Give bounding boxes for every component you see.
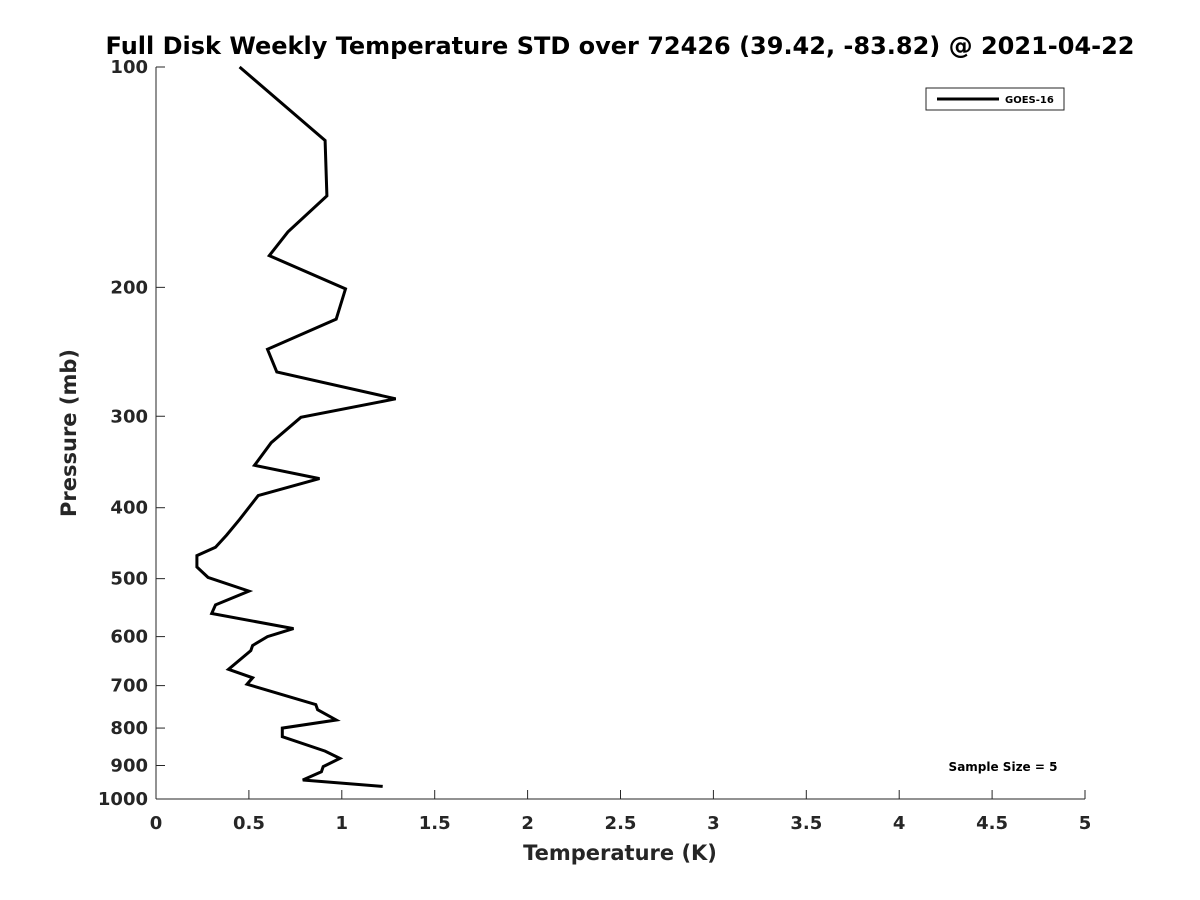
y-tick-label: 800 — [110, 718, 148, 739]
legend-label-goes-16: GOES-16 — [1005, 95, 1054, 106]
y-tick-label: 300 — [110, 406, 148, 427]
x-tick-label: 5 — [1079, 813, 1092, 834]
x-tick-label: 2.5 — [605, 813, 637, 834]
x-axis-label: Temperature (K) — [523, 841, 717, 865]
x-tick-label: 4 — [893, 813, 906, 834]
y-tick-label: 1000 — [98, 789, 148, 810]
y-tick-label: 200 — [110, 277, 148, 298]
y-ticks: 100 200 300 400 500 600 700 800 900 1000 — [98, 57, 165, 810]
sample-size-annotation: Sample Size = 5 — [949, 760, 1058, 774]
y-tick-label: 900 — [110, 756, 148, 777]
series-layer — [195, 65, 397, 788]
axes — [155, 67, 1085, 800]
x-tick-label: 0.5 — [233, 813, 265, 834]
x-tick-label: 2 — [521, 813, 534, 834]
x-tick-label: 1 — [336, 813, 349, 834]
legend: GOES-16 — [925, 87, 1065, 111]
x-tick-label: 1.5 — [419, 813, 451, 834]
x-tick-label: 0 — [150, 813, 163, 834]
series-line-goes-16 — [195, 65, 397, 788]
y-tick-label: 500 — [110, 569, 148, 590]
y-tick-label: 100 — [110, 57, 148, 78]
x-ticks: 0 0.5 1 1.5 2 2.5 3 3.5 4 4.5 5 — [150, 790, 1092, 834]
x-tick-label: 3.5 — [790, 813, 822, 834]
x-tick-label: 3 — [707, 813, 720, 834]
y-axis-label: Pressure (mb) — [57, 349, 81, 517]
y-tick-label: 600 — [110, 627, 148, 648]
x-tick-label: 4.5 — [976, 813, 1008, 834]
y-tick-label: 400 — [110, 498, 148, 519]
y-tick-label: 700 — [110, 676, 148, 697]
chart-title: Full Disk Weekly Temperature STD over 72… — [106, 32, 1135, 60]
